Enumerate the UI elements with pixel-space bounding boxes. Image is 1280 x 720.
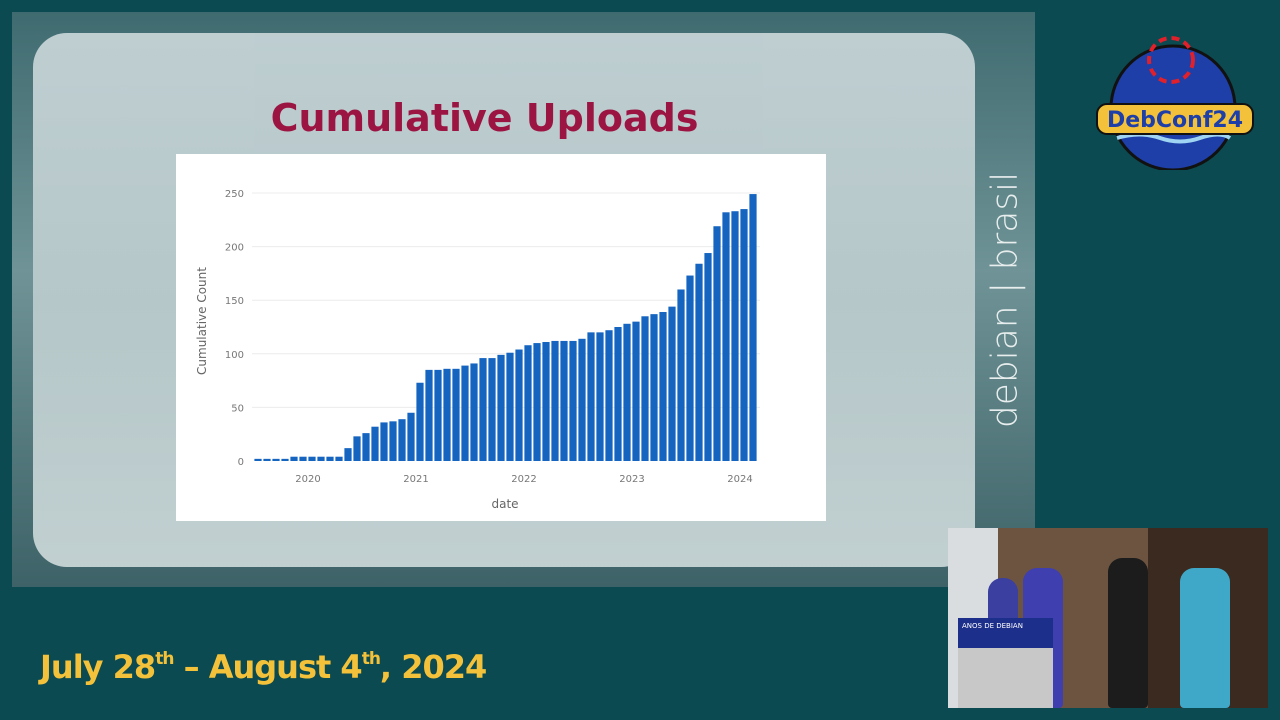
- bar: [542, 342, 550, 461]
- bar: [578, 338, 586, 461]
- debconf-logo: DebConf24: [1096, 36, 1254, 170]
- speaker: [1108, 558, 1148, 708]
- bar: [407, 412, 415, 461]
- bar: [740, 209, 748, 461]
- y-tick-label: 150: [225, 296, 244, 307]
- bar: [506, 352, 514, 461]
- slide-title: Cumulative Uploads: [270, 96, 699, 140]
- bar: [326, 456, 334, 461]
- podium: [958, 648, 1053, 708]
- date-part: – August 4: [173, 648, 363, 686]
- bar: [749, 194, 757, 461]
- brand-text: debian | brasil: [984, 171, 1026, 429]
- bar: [263, 458, 271, 461]
- date-sup: th: [361, 649, 381, 669]
- bar-chart-svg: 0 50 100 150 200 250 2020 2021 2022 2023 2024 date C…: [195, 189, 760, 511]
- bar: [434, 369, 442, 461]
- date-part: July 28: [40, 648, 156, 686]
- bar: [632, 321, 640, 461]
- bar: [533, 343, 541, 461]
- bar: [722, 212, 730, 461]
- bar: [389, 421, 397, 461]
- speaker: [1180, 568, 1230, 708]
- bar: [605, 330, 613, 461]
- bar: [668, 306, 676, 461]
- date-part: , 2024: [379, 648, 487, 686]
- bar: [353, 436, 361, 461]
- bar: [713, 226, 721, 461]
- bar: [254, 458, 262, 461]
- y-tick-label: 100: [225, 350, 244, 361]
- bar: [335, 456, 343, 461]
- bar: [677, 289, 685, 461]
- bar: [551, 340, 559, 461]
- bar: [461, 365, 469, 461]
- speaker-video-inset: ANOS DE DEBIAN: [948, 528, 1268, 708]
- bar: [308, 456, 316, 461]
- bar: [560, 340, 568, 461]
- bar: [398, 419, 406, 461]
- bar: [317, 456, 325, 461]
- bar: [479, 358, 487, 461]
- bar: [569, 340, 577, 461]
- bar: [380, 422, 388, 461]
- y-tick-label: 0: [238, 457, 244, 468]
- bar: [290, 456, 298, 461]
- bar: [344, 448, 352, 461]
- bar: [659, 311, 667, 461]
- bar: [452, 368, 460, 461]
- bar: [362, 433, 370, 461]
- x-tick-label: 2022: [511, 474, 536, 485]
- chart: 0 50 100 150 200 250 2020 2021 2022 2023 2024 date C…: [176, 154, 826, 521]
- bar: [695, 263, 703, 461]
- svg-text:DebConf24: DebConf24: [1107, 108, 1243, 133]
- x-axis-label: date: [491, 497, 518, 511]
- bar: [272, 458, 280, 461]
- bar: [596, 332, 604, 461]
- bar: [371, 426, 379, 461]
- x-tick-label: 2020: [295, 474, 320, 485]
- bar: [524, 345, 532, 461]
- bar: [515, 349, 523, 461]
- x-tick-label: 2023: [619, 474, 644, 485]
- y-tick-label: 200: [225, 243, 244, 254]
- bar: [614, 327, 622, 461]
- y-tick-label: 50: [231, 403, 244, 414]
- bar: [686, 275, 694, 461]
- bar: [587, 332, 595, 461]
- bar: [488, 358, 496, 461]
- bar: [425, 369, 433, 461]
- bar: [704, 253, 712, 461]
- bar: [650, 314, 658, 461]
- bar: [299, 456, 307, 461]
- podium-banner: ANOS DE DEBIAN: [958, 618, 1053, 648]
- date-sup: th: [155, 649, 174, 669]
- x-tick-label: 2021: [403, 474, 428, 485]
- debian-brasil-label: debian | brasil: [985, 172, 1026, 428]
- y-axis-label: Cumulative Count: [195, 267, 209, 375]
- bar: [416, 382, 424, 461]
- bar: [497, 354, 505, 461]
- bar: [623, 323, 631, 461]
- bar: [443, 368, 451, 461]
- bar: [641, 316, 649, 461]
- bar: [281, 458, 289, 461]
- bar: [731, 211, 739, 461]
- event-date: July 28th – August 4th, 2024: [40, 648, 487, 686]
- bar: [470, 363, 478, 461]
- x-tick-label: 2024: [727, 474, 752, 485]
- y-tick-label: 250: [225, 189, 244, 200]
